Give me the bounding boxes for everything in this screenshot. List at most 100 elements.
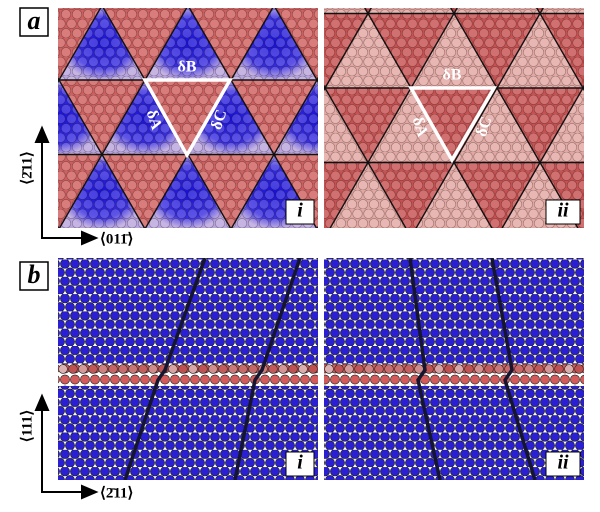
axis-label: ⟨011̄⟩ (100, 231, 133, 247)
arrow-head (81, 484, 99, 500)
interface-atom (178, 364, 188, 374)
interface-atom (58, 364, 68, 374)
down-triangle (231, 0, 317, 6)
delta-label: δC (208, 108, 230, 132)
burgers-triangle (142, 78, 234, 159)
interface-atom (574, 364, 584, 374)
delta-label: δA (143, 108, 165, 133)
up-triangle (583, 86, 584, 88)
sub-label-box (545, 199, 581, 225)
sub-label: ii (557, 200, 569, 222)
axis-label: ⟨2̄11⟩ (100, 485, 133, 501)
down-triangle (0, 155, 16, 230)
interface-atom (208, 364, 218, 374)
boundary-line (324, 8, 372, 92)
interface-atom (108, 364, 118, 374)
boundary-line (501, 84, 584, 228)
interface-atom (384, 364, 394, 374)
interface-atom (78, 364, 88, 374)
sub-label: i (297, 452, 303, 474)
interface-atom (344, 364, 354, 374)
boundary-line (583, 0, 600, 512)
interface-atom (474, 364, 484, 374)
label-box (19, 7, 49, 37)
interface-atom (494, 364, 504, 374)
interface-atom (454, 364, 464, 374)
sub-label-box (285, 451, 315, 477)
down-triangle (145, 0, 231, 6)
burgers-triangle (407, 86, 498, 164)
up-triangle (274, 0, 360, 6)
delta-label: δA (409, 115, 431, 140)
interface-atom (188, 364, 198, 374)
interface-atom (534, 364, 544, 374)
axes-arrows (34, 125, 99, 500)
interface-atom (434, 364, 444, 374)
delta-label: δC (473, 115, 495, 139)
interface-atom (308, 364, 318, 374)
label-box (19, 261, 49, 291)
up-triangle (16, 0, 102, 6)
sub-label-box (285, 199, 315, 225)
interface-atom (218, 364, 228, 374)
sub-label-box (545, 451, 581, 477)
interface-atom (148, 364, 158, 374)
interface-atom (364, 364, 374, 374)
interface-atom (248, 364, 258, 374)
interface-atom (298, 364, 308, 374)
up-triangle (188, 0, 274, 6)
atom-overlay (58, 8, 318, 228)
panel-label: b (28, 260, 41, 289)
sub-label: ii (557, 452, 569, 474)
interface-atom (404, 364, 414, 374)
up-triangle (446, 0, 532, 6)
interface-atom (464, 364, 474, 374)
interface-atom (334, 364, 344, 374)
interface-atom (324, 364, 334, 374)
interface-atom (354, 364, 364, 374)
arrow-head (34, 125, 50, 143)
interface-atom (138, 364, 148, 374)
down-triangle (583, 0, 600, 14)
interface-atom (228, 364, 238, 374)
axis-label: ⟨111⟩ (19, 410, 35, 443)
interface-atom (524, 364, 534, 374)
interface-atom (288, 364, 298, 374)
axis-label: ⟨2̄11⟩ (19, 151, 35, 184)
down-triangle (0, 0, 59, 6)
interface-atom (168, 364, 178, 374)
interface-atom (98, 364, 108, 374)
interface-atom (198, 364, 208, 374)
down-triangle (583, 88, 584, 90)
dislocation-line (408, 258, 442, 480)
interface-atom (394, 364, 404, 374)
up-triangle (583, 163, 600, 238)
down-triangle (403, 0, 489, 6)
dislocation-line (490, 258, 537, 480)
interface-atom (484, 364, 494, 374)
down-triangle (0, 304, 16, 379)
boundary-line (583, 0, 600, 512)
dislocation-line (123, 258, 207, 480)
interface-atom (374, 364, 384, 374)
interface-atom (238, 364, 248, 374)
panel-label: a (28, 6, 41, 35)
arrow-head (34, 393, 50, 411)
down-triangle (583, 237, 600, 312)
up-triangle (102, 0, 188, 6)
interface-atom (118, 364, 128, 374)
interface-atom (564, 364, 574, 374)
atom-overlay (324, 8, 584, 228)
panel-b-ii-image (324, 258, 584, 480)
up-triangle (0, 229, 16, 304)
up-triangle (360, 0, 446, 6)
arrow-head (81, 230, 99, 246)
interface-atom (444, 364, 454, 374)
down-triangle (317, 0, 403, 6)
boundary-line (230, 76, 318, 228)
interface-atom (278, 364, 288, 374)
boundary-line (415, 8, 544, 228)
boundary-line (58, 8, 102, 84)
